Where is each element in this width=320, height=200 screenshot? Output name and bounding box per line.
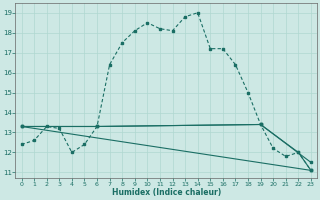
X-axis label: Humidex (Indice chaleur): Humidex (Indice chaleur) bbox=[112, 188, 221, 197]
